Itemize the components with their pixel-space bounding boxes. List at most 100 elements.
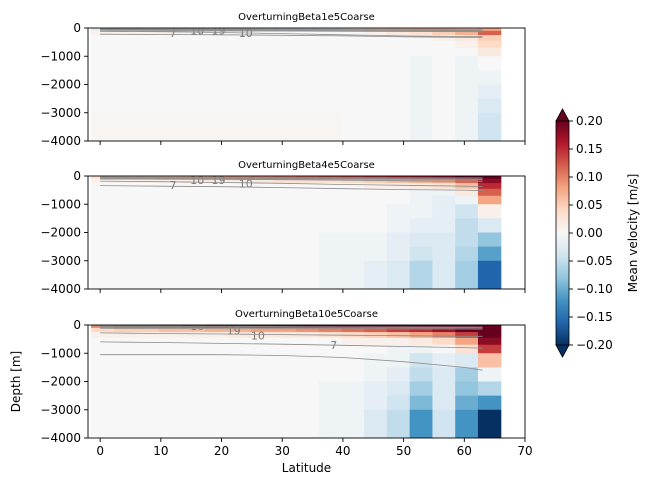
heatmap-cell (341, 232, 365, 248)
heatmap-cell (182, 381, 206, 397)
heatmap-cell (432, 232, 456, 248)
heatmap-cell (91, 344, 115, 354)
heatmap-cell (204, 84, 229, 100)
heatmap-cell (273, 98, 297, 114)
heatmap-cell (204, 35, 229, 42)
heatmap-cell (227, 218, 251, 234)
heatmap-cell (273, 337, 297, 346)
heatmap-cell (364, 47, 388, 57)
heatmap-cell (386, 344, 411, 354)
heatmap-cell (455, 70, 479, 86)
heatmap-cell (273, 195, 297, 205)
heatmap-cell (250, 395, 274, 411)
heatmap-cell (318, 56, 342, 71)
heatmap-cell (477, 40, 502, 49)
heatmap-cell (227, 98, 251, 114)
heatmap-cell (318, 188, 342, 197)
heatmap-cell (477, 395, 502, 411)
heatmap-cell (113, 98, 138, 114)
heatmap-cell (273, 367, 297, 383)
heatmap-cell (386, 56, 411, 71)
heatmap-cell (318, 381, 342, 397)
heatmap-cell (113, 35, 138, 42)
heatmap-cell (91, 40, 115, 49)
heatmap-cell (455, 337, 479, 346)
heatmap-cell (182, 246, 206, 262)
plot-area: 7 10 19 10 (91, 28, 502, 141)
heatmap-cell (250, 98, 274, 114)
heatmap-cell (295, 98, 320, 114)
heatmap-cell (273, 204, 297, 219)
heatmap-cell (136, 47, 160, 57)
heatmap-cell (386, 232, 411, 248)
heatmap-cell (318, 84, 342, 100)
heatmap-cell (295, 56, 320, 71)
heatmap-cell (364, 260, 388, 289)
heatmap-cell (113, 84, 138, 100)
heatmap-cell (136, 98, 160, 114)
heatmap-cell (341, 112, 365, 141)
heatmap-cell (182, 195, 206, 205)
heatmap-cell (318, 35, 342, 42)
panel-title: OverturningBeta1e5Coarse (238, 12, 375, 23)
heatmap-cell (273, 218, 297, 234)
heatmap-cell (91, 183, 115, 190)
colorbar: 0.20 0.15 0.10 0.05 0.00 −0.05 −0.10 −0.15 −0.20… (555, 108, 640, 358)
contour-line (100, 179, 483, 181)
heatmap-cell (432, 204, 456, 219)
heatmap-cell (273, 112, 297, 141)
heatmap-cell (250, 35, 274, 42)
heatmap-cell (204, 47, 229, 57)
contour-line (100, 326, 483, 329)
heatmap-cell (91, 84, 115, 100)
heatmap-cell (273, 409, 297, 438)
y-tick-label: −2000 (40, 375, 81, 389)
heatmap-cell (136, 353, 160, 368)
heatmap-cell (91, 232, 115, 248)
heatmap-cell (341, 84, 365, 100)
heatmap-cell (182, 112, 206, 141)
heatmap-cell (364, 344, 388, 354)
heatmap-cell (113, 381, 138, 397)
heatmap-cell (477, 246, 502, 262)
heatmap-cell (250, 332, 274, 339)
heatmap-cell (409, 246, 434, 262)
heatmap-cell (477, 381, 502, 397)
heatmap-cell (250, 40, 274, 49)
heatmap-cell (250, 327, 274, 333)
heatmap-cell (455, 47, 479, 57)
heatmap-cell (91, 218, 115, 234)
heatmap-cell (386, 188, 411, 197)
heatmap-cell (386, 337, 411, 346)
heatmap-cell (341, 98, 365, 114)
x-tick-label: 40 (335, 444, 350, 458)
heatmap-cell (159, 367, 183, 383)
heatmap-cell (318, 232, 342, 248)
heatmap-cell (477, 218, 502, 234)
heatmap-cell (182, 98, 206, 114)
heatmap-cell (477, 30, 502, 36)
heatmap-cell (159, 337, 183, 346)
heatmap-cell (386, 30, 411, 36)
contour-line (100, 28, 483, 31)
heatmap-cell (432, 195, 456, 205)
heatmap-cell (295, 260, 320, 289)
heatmap-cell (432, 84, 456, 100)
heatmap-cell (250, 409, 274, 438)
plot-area: 7 10 19 10 (91, 176, 502, 289)
heatmap-cell (318, 409, 342, 438)
heatmap-cell (477, 232, 502, 248)
heatmap-cell (364, 70, 388, 86)
contour-line (100, 185, 483, 192)
heatmap-cell (136, 35, 160, 42)
heatmap-cell (295, 195, 320, 205)
colorbar-tick-label: −0.05 (576, 254, 613, 268)
heatmap-cell (159, 381, 183, 397)
heatmap-cell (91, 30, 115, 36)
heatmap-cell (409, 367, 434, 383)
panel-title: OverturningBeta10e5Coarse (235, 309, 378, 320)
contour-line (100, 354, 483, 371)
x-tick-label: 50 (396, 444, 411, 458)
heatmap-cell (273, 353, 297, 368)
heatmap-cell (364, 409, 388, 438)
